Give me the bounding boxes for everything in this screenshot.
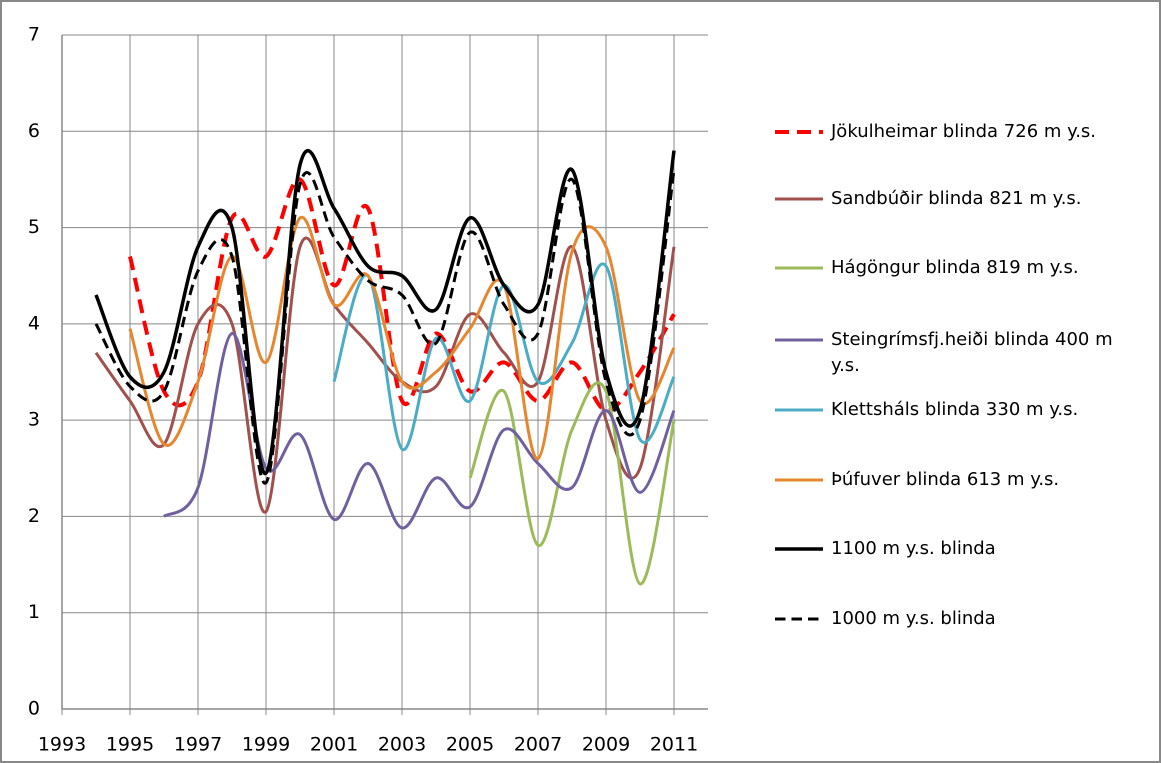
legend-label: Þúfuver blinda 613 m y.s.: [831, 469, 1060, 490]
legend-swatch: [775, 130, 823, 134]
y-tick-label: 2: [28, 505, 40, 527]
series-line: [332, 262, 676, 451]
y-tick-label: 7: [28, 24, 40, 46]
x-tick-label: 1999: [242, 734, 290, 756]
legend-label: 1000 m y.s. blinda: [831, 608, 996, 629]
x-tick-label: 2011: [650, 734, 698, 756]
legend-item: Hágöngur blinda 819 m y.s.: [775, 255, 1145, 281]
x-tick-label: 2003: [378, 734, 426, 756]
legend-swatch: [775, 617, 823, 621]
y-tick-label: 6: [28, 120, 40, 142]
series-line: [163, 331, 676, 530]
y-tick-label: 0: [28, 698, 40, 720]
x-tick-label: 2005: [446, 734, 494, 756]
series-line: [94, 169, 676, 485]
legend-label: Klettsháls blinda 330 m y.s.: [831, 399, 1079, 420]
series-line: [468, 381, 676, 586]
legend-item: Þúfuver blinda 613 m y.s.: [775, 467, 1145, 493]
series-line: [94, 149, 676, 475]
x-tick-label: 2009: [582, 734, 630, 756]
legend-item: Klettsháls blinda 330 m y.s.: [775, 397, 1145, 423]
x-tick-label: 1997: [174, 734, 222, 756]
y-tick-label: 1: [28, 601, 40, 623]
y-tick-label: 4: [28, 312, 40, 334]
legend-item: Jökulheimar blinda 726 m y.s.: [775, 119, 1145, 145]
legend-item: Steingrímsfj.heiði blinda 400 m y.s.: [775, 327, 1145, 379]
legend-item: 1100 m y.s. blinda: [775, 536, 1145, 562]
legend-label: Hágöngur blinda 819 m y.s.: [831, 257, 1079, 278]
legend-swatch: [775, 338, 823, 342]
legend-swatch: [775, 266, 823, 270]
legend-item: 1000 m y.s. blinda: [775, 606, 1145, 632]
legend-swatch: [775, 478, 823, 482]
series-line: [94, 236, 676, 514]
legend-swatch: [775, 547, 823, 551]
x-tick-label: 1995: [106, 734, 154, 756]
x-tick-label: 2007: [514, 734, 562, 756]
legend-swatch: [775, 408, 823, 412]
series-line: [128, 177, 676, 413]
legend-label: 1100 m y.s. blinda: [831, 538, 996, 559]
legend-swatch: [775, 197, 823, 201]
y-tick-label: 5: [28, 216, 40, 238]
x-tick-label: 1993: [38, 734, 86, 756]
legend-item: Sandbúðir blinda 821 m y.s.: [775, 186, 1145, 212]
y-tick-label: 3: [28, 409, 40, 431]
legend-label: Sandbúðir blinda 821 m y.s.: [831, 188, 1082, 209]
legend-label: Steingrímsfj.heiði blinda 400 m y.s.: [831, 329, 1113, 376]
series-line: [128, 216, 676, 461]
legend-label: Jökulheimar blinda 726 m y.s.: [831, 121, 1097, 142]
x-tick-label: 2001: [310, 734, 358, 756]
